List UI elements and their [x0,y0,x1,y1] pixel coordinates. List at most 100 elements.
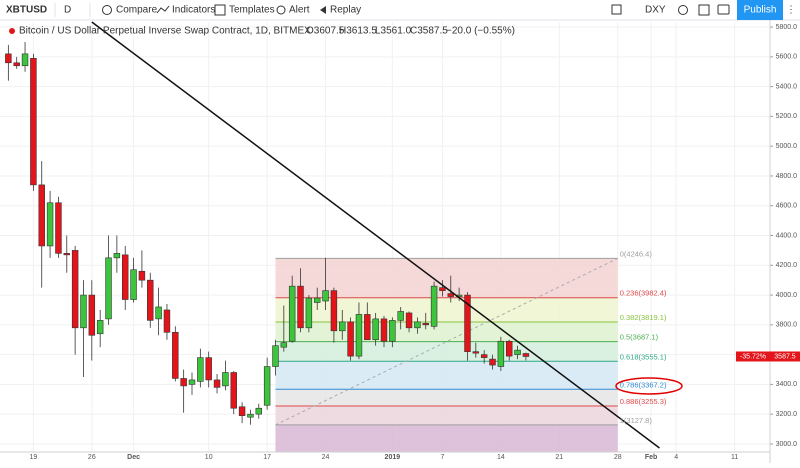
highlight-ellipse [615,377,683,395]
candle-body [480,354,488,358]
toolbar-button[interactable]: Compare [116,5,158,16]
candle-body [472,351,480,354]
candle-body [80,294,87,329]
fib-band [275,405,618,425]
candle-body [113,253,121,259]
y-tick-label: 5800.0 [776,24,798,31]
candle-body [71,250,79,329]
toolbar-button[interactable]: Alert [289,5,310,16]
candle-body [489,358,496,366]
x-tick-label: 28 [614,454,622,461]
fib-label: 0.236(3982.4) [620,289,667,298]
candle-body [405,312,413,329]
fib-label: 0.886(3255.3) [620,397,667,406]
candle-body [272,345,279,367]
candle-body [147,279,154,321]
candle-body [372,318,379,341]
x-tick-label: 26 [88,454,96,461]
candle-body [188,379,196,385]
candle-body [380,318,388,342]
candle-body [430,285,438,327]
alert-icon [276,5,286,15]
candle-body [55,202,62,254]
candle-body [389,320,396,342]
candle-body [288,285,296,342]
menu-icon[interactable]: ⋮ [786,5,796,16]
settings-icon[interactable] [678,5,688,15]
candle-body [5,53,12,64]
candle-body [447,293,455,297]
fib-label: 0.618(3555.1) [620,352,667,361]
candle-body [464,294,471,352]
y-tick-label: 3400.0 [776,381,798,388]
fib-label: 0.786(3367.2) [620,380,667,389]
x-tick-label: 17 [263,454,271,461]
fib-band [275,389,618,406]
y-tick-label: 5600.0 [776,54,798,61]
candle-body [172,331,179,379]
x-tick-label: 7 [440,454,444,461]
change-label: -35.72% [740,353,766,360]
candle-body [213,379,221,388]
candle-body [38,184,45,247]
candle-body [313,297,321,303]
compare-symbol[interactable]: DXY [645,5,666,16]
candle-body [255,407,263,415]
y-tick-label: 3200.0 [776,411,798,418]
y-tick-label: 3800.0 [776,322,798,329]
candle-body [205,357,212,381]
fib-band [275,322,618,342]
candle-body [197,357,204,382]
chart-title: Bitcoin / US Dollar Perpetual Inverse Sw… [19,26,311,37]
candle-body [230,372,237,409]
candle-body [163,309,171,333]
interval[interactable]: D [64,5,71,16]
replay-icon [320,6,326,14]
publish-button[interactable] [737,0,783,20]
y-tick-label: 5200.0 [776,113,798,120]
candle-body [322,290,329,302]
fib-label: 0.5(3687.1) [620,333,659,342]
y-tick-label: 4400.0 [776,232,798,239]
x-tick-label: 11 [731,454,738,461]
legend-value: O3607.5 [306,26,345,37]
candle-body [121,254,129,300]
symbol[interactable]: XBTUSD [6,5,47,16]
candle-body [63,253,71,256]
snapshot-icon[interactable] [717,4,730,15]
x-tick-label: 24 [322,454,330,461]
price-label: 3587.5 [774,353,796,360]
candle-body [439,287,446,291]
candle-body [397,311,404,321]
toolbar-button[interactable]: Replay [330,5,361,16]
price-badge [770,351,800,362]
fullscreen-icon[interactable] [698,4,710,16]
candle-body [414,321,421,329]
toolbar-button[interactable]: Indicators [172,5,215,16]
y-tick-label: 4000.0 [776,292,798,299]
fib-band [275,341,618,362]
candle-body [497,340,505,367]
candle-body [222,372,229,387]
candle-body [180,378,187,387]
candle-body [96,320,104,335]
legend-value: L3561.0 [375,26,412,37]
candle-body [422,323,429,326]
y-tick-label: 4800.0 [776,173,798,180]
candle-body [105,257,112,320]
candle-body [514,349,521,355]
x-tick-label: Feb [645,454,657,461]
layout-icon[interactable] [611,4,622,15]
y-tick-label: 4600.0 [776,203,798,210]
x-tick-label: 10 [205,454,213,461]
candle-body [505,340,513,357]
fib-band [275,297,618,323]
y-tick-label: 5400.0 [776,83,798,90]
toolbar [0,0,800,20]
compare-icon [102,5,112,15]
publish-label[interactable]: Publish [744,5,777,16]
candle-body [130,269,137,300]
trendline [91,21,660,449]
toolbar-button[interactable]: Templates [229,5,275,16]
